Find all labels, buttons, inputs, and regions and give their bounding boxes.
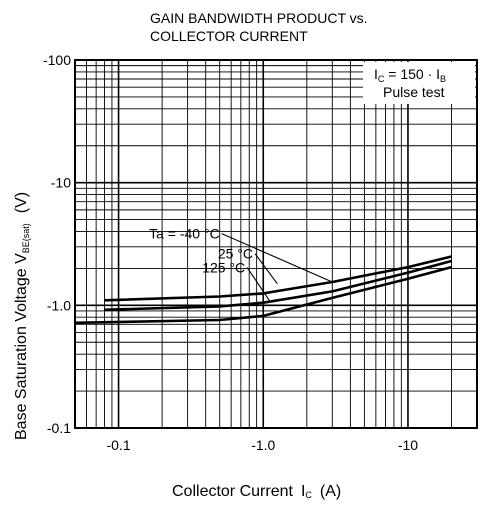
x-tick-label: -10: [398, 437, 418, 453]
chart-title-line1: GAIN BANDWIDTH PRODUCT vs.: [150, 10, 368, 26]
condition-mid: = 150 · I: [384, 66, 440, 82]
condition-symbol-sub: C: [378, 74, 385, 84]
condition-sub2: B: [440, 74, 446, 84]
x-axis-label-main: Collector Current: [172, 483, 293, 500]
series-label-2: 125 °C: [202, 260, 245, 276]
condition-box: IC = 150 · IB Pulse test: [363, 62, 475, 104]
x-tick-label: -1.0: [251, 437, 275, 453]
y-tick-label: -0.1: [47, 420, 71, 436]
x-axis-unit: (A): [320, 483, 341, 500]
x-tick-labels: -0.1 -1.0 -10: [106, 437, 418, 453]
series-line-2: [74, 265, 452, 325]
chart-title-line2: COLLECTOR CURRENT: [150, 28, 308, 44]
series-leader-0: [221, 233, 333, 283]
series-line-0: [104, 255, 452, 302]
plot-frame: [74, 59, 478, 429]
x-axis-symbol: I: [301, 483, 305, 500]
series-line-1: [104, 259, 452, 312]
x-axis-symbol-sub: C: [305, 490, 312, 500]
condition-label: IC = 150 · IB: [374, 66, 446, 84]
x-axis-label: Collector Current IC (A): [172, 483, 341, 500]
y-tick-labels: -0.1 -1.0 -10 -100: [43, 52, 71, 436]
condition-pulse-test: Pulse test: [383, 84, 445, 100]
y-tick-label: -10: [51, 175, 71, 191]
y-axis-unit: (V): [13, 192, 30, 213]
y-tick-label: -1.0: [47, 297, 71, 313]
series-label-1: 25 °C: [218, 246, 253, 262]
series-leader-2: [246, 267, 270, 301]
y-tick-label: -100: [43, 52, 71, 68]
x-tick-label: -0.1: [106, 437, 130, 453]
condition-symbol: I: [374, 66, 378, 82]
series-label-0: Ta = -40 °C: [149, 226, 220, 242]
series-leader-1: [254, 253, 278, 285]
y-axis-label-sub: BE(sat): [21, 223, 31, 253]
curves: [74, 255, 452, 325]
grid: [75, 60, 477, 428]
condition-box-bg: [363, 62, 475, 104]
y-axis-label-main: Base Saturation Voltage V: [13, 253, 30, 440]
y-axis-label: Base Saturation Voltage VBE(sat) (V): [13, 192, 31, 440]
